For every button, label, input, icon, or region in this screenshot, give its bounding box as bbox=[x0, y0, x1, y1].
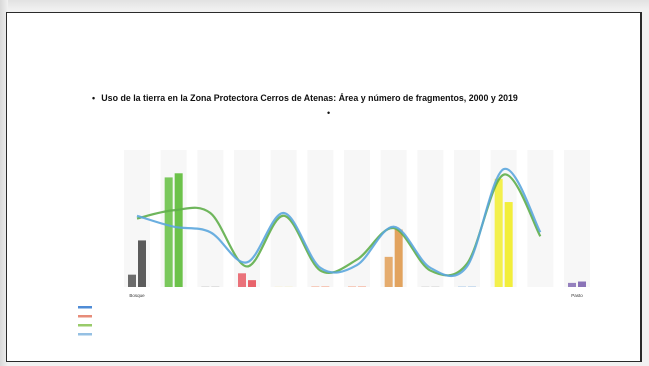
scan-edge-left bbox=[0, 0, 8, 366]
bar-halo bbox=[160, 150, 187, 287]
bar-s1-5 bbox=[311, 286, 320, 287]
x-tick-label: Pasto bbox=[571, 293, 583, 298]
bar-halo bbox=[307, 150, 334, 287]
bar-s2-9 bbox=[468, 286, 476, 287]
slide-title-text: Uso de la tierra en la Zona Protectora C… bbox=[101, 93, 518, 104]
bar-s1-10 bbox=[494, 178, 503, 287]
bar-s1-1 bbox=[164, 177, 173, 287]
empty-sub-bullet: • bbox=[327, 108, 331, 118]
bar-s2-6 bbox=[358, 286, 366, 287]
bar-s1-12 bbox=[568, 282, 576, 287]
bar-s1-0 bbox=[128, 274, 136, 287]
legend-swatch-4 bbox=[78, 333, 92, 336]
legend-swatch-1 bbox=[78, 306, 92, 309]
bar-s1-3 bbox=[238, 273, 246, 287]
slide-title: • Uso de la tierra en la Zona Protectora … bbox=[92, 93, 576, 104]
bar-halo bbox=[197, 150, 224, 287]
bar-s2-0 bbox=[138, 240, 146, 287]
bar-s1-6 bbox=[348, 286, 356, 287]
series-line-2 bbox=[136, 168, 542, 277]
bar-s2-3 bbox=[248, 280, 256, 287]
bar-halo bbox=[380, 150, 407, 287]
bar-s1-7 bbox=[384, 256, 393, 287]
legend-swatch-3 bbox=[78, 324, 92, 327]
title-bullet: • bbox=[92, 93, 96, 104]
bar-s2-5 bbox=[321, 286, 330, 287]
bar-s2-7 bbox=[394, 229, 403, 287]
legend-swatch-2 bbox=[78, 315, 92, 318]
bar-s2-1 bbox=[174, 173, 183, 287]
bar-halo bbox=[417, 150, 444, 287]
legend bbox=[78, 306, 92, 336]
bar-s1-9 bbox=[458, 286, 466, 287]
bar-s2-12 bbox=[578, 281, 586, 287]
chart-background-glow bbox=[124, 150, 590, 287]
x-tick-label: Bosque bbox=[129, 293, 145, 298]
scan-edge-top bbox=[0, 0, 649, 10]
line-group bbox=[136, 168, 542, 277]
x-axis-labels: Bosque Pasto bbox=[129, 293, 583, 298]
bar-group bbox=[128, 173, 586, 287]
bar-halo bbox=[234, 150, 260, 287]
bar-s2-10 bbox=[504, 202, 513, 287]
bar-halo bbox=[564, 150, 590, 287]
bar-halo bbox=[490, 150, 517, 287]
